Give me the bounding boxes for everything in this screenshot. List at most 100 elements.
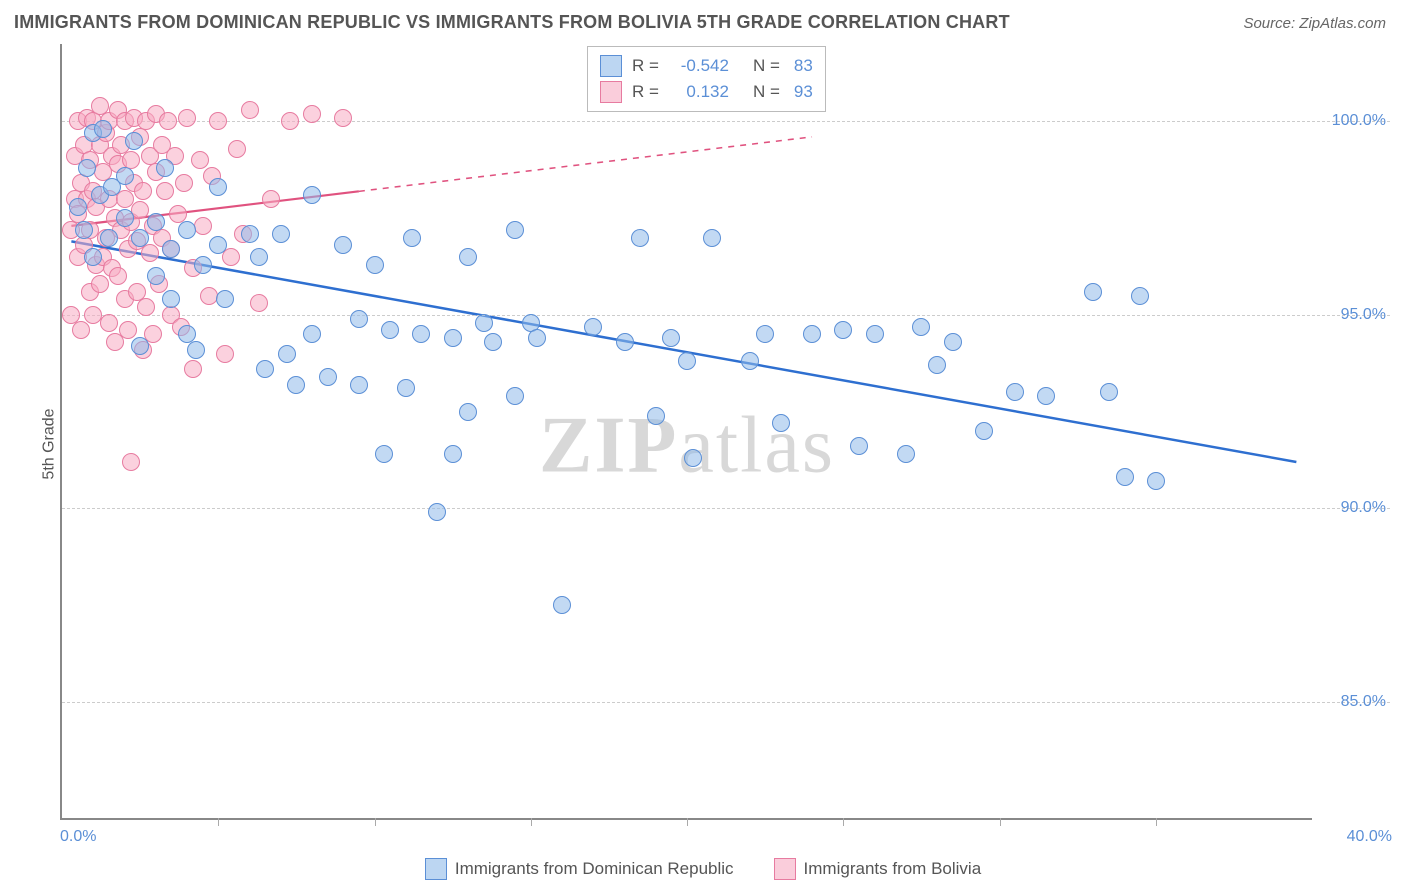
trendline-dashed-pink [359,137,812,191]
plot-area: ZIPatlas R = -0.542 N = 83 R = 0.132 N =… [60,44,1312,820]
x-tick [531,818,532,826]
scatter-point-blue [912,318,930,336]
scatter-point-pink [281,112,299,130]
scatter-point-blue [241,225,259,243]
scatter-point-blue [741,352,759,370]
x-axis-label-max: 40.0% [1347,828,1392,846]
x-tick [218,818,219,826]
legend-label-blue: Immigrants from Dominican Republic [455,859,734,879]
swatch-pink-icon [600,81,622,103]
scatter-point-blue [147,267,165,285]
scatter-point-blue [975,422,993,440]
scatter-point-blue [1100,383,1118,401]
scatter-point-pink [250,294,268,312]
scatter-point-blue [381,321,399,339]
scatter-point-blue [1131,287,1149,305]
stats-legend-box: R = -0.542 N = 83 R = 0.132 N = 93 [587,46,826,112]
scatter-point-blue [803,325,821,343]
scatter-point-blue [75,221,93,239]
gridline [62,315,1390,316]
scatter-point-blue [506,387,524,405]
chart-source: Source: ZipAtlas.com [1243,15,1386,32]
stat-r-label: R = [632,82,659,102]
scatter-point-blue [631,229,649,247]
scatter-point-blue [678,352,696,370]
scatter-point-blue [125,132,143,150]
scatter-point-blue [303,325,321,343]
scatter-point-pink [178,109,196,127]
scatter-point-blue [506,221,524,239]
scatter-point-blue [131,229,149,247]
scatter-point-pink [156,182,174,200]
scatter-point-blue [69,198,87,216]
y-tick-label: 85.0% [1341,693,1386,711]
scatter-point-pink [119,321,137,339]
scatter-point-blue [459,403,477,421]
scatter-point-pink [184,360,202,378]
scatter-point-blue [662,329,680,347]
scatter-point-blue [209,236,227,254]
scatter-point-blue [834,321,852,339]
scatter-point-pink [191,151,209,169]
scatter-point-blue [178,221,196,239]
bottom-legend: Immigrants from Dominican Republic Immig… [0,858,1406,880]
chart-title: IMMIGRANTS FROM DOMINICAN REPUBLIC VS IM… [14,12,1010,33]
watermark: ZIPatlas [539,401,835,492]
scatter-point-blue [272,225,290,243]
swatch-blue-icon [425,858,447,880]
gridline [62,121,1390,122]
x-tick [1156,818,1157,826]
scatter-point-blue [350,310,368,328]
scatter-point-pink [159,112,177,130]
scatter-point-blue [209,178,227,196]
scatter-point-blue [484,333,502,351]
swatch-pink-icon [774,858,796,880]
scatter-point-blue [350,376,368,394]
scatter-point-blue [528,329,546,347]
scatter-point-pink [100,314,118,332]
scatter-point-blue [162,290,180,308]
stat-n-blue: 83 [794,56,813,76]
x-tick [687,818,688,826]
scatter-point-blue [1084,283,1102,301]
scatter-point-blue [459,248,477,266]
scatter-point-blue [928,356,946,374]
scatter-point-blue [94,120,112,138]
scatter-point-pink [216,345,234,363]
scatter-point-blue [850,437,868,455]
gridline [62,702,1390,703]
scatter-point-pink [228,140,246,158]
scatter-point-blue [1147,472,1165,490]
stat-n-label: N = [753,56,780,76]
legend-item-pink: Immigrants from Bolivia [774,858,982,880]
stat-r-label: R = [632,56,659,76]
scatter-point-pink [109,267,127,285]
scatter-point-pink [175,174,193,192]
scatter-point-blue [334,236,352,254]
x-tick [1000,818,1001,826]
stat-n-label: N = [753,82,780,102]
scatter-point-pink [137,298,155,316]
gridline [62,508,1390,509]
y-tick-label: 90.0% [1341,499,1386,517]
scatter-point-blue [187,341,205,359]
scatter-point-blue [684,449,702,467]
scatter-point-pink [262,190,280,208]
legend-label-pink: Immigrants from Bolivia [804,859,982,879]
x-tick [843,818,844,826]
y-tick-label: 95.0% [1341,306,1386,324]
scatter-point-blue [703,229,721,247]
scatter-point-blue [866,325,884,343]
scatter-point-blue [1006,383,1024,401]
scatter-point-blue [194,256,212,274]
scatter-point-pink [122,453,140,471]
scatter-point-blue [162,240,180,258]
scatter-point-blue [78,159,96,177]
scatter-point-blue [397,379,415,397]
scatter-point-blue [584,318,602,336]
y-axis-title: 5th Grade [41,408,59,479]
scatter-point-blue [375,445,393,463]
y-tick-label: 100.0% [1332,112,1386,130]
scatter-point-blue [250,248,268,266]
stat-r-pink: 0.132 [669,82,729,102]
